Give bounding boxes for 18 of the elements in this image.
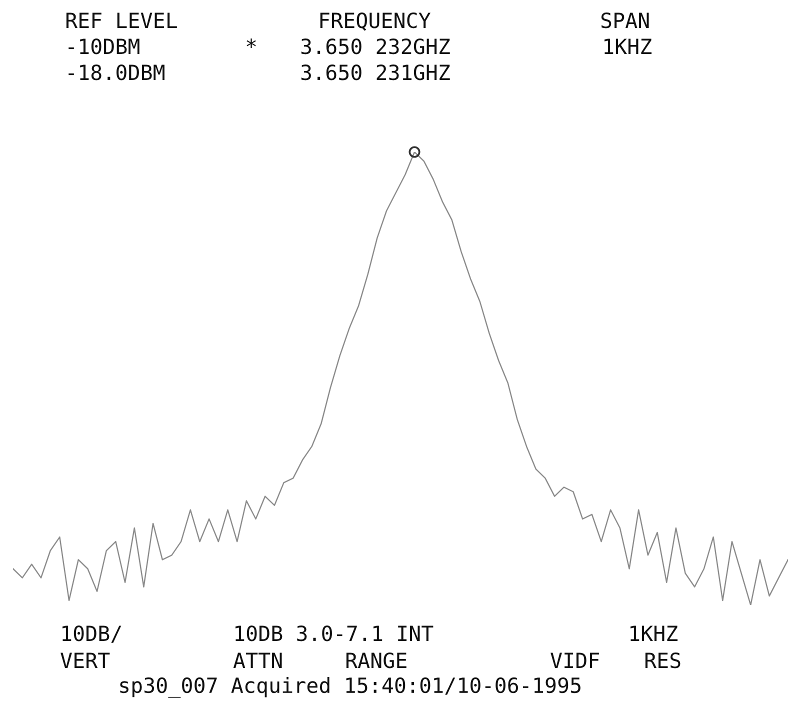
text: -18.0DBM xyxy=(68,64,164,80)
text: 1KHZ xyxy=(630,626,678,641)
text: REF LEVEL xyxy=(66,12,177,28)
text: 3.650 231GHZ xyxy=(301,64,450,80)
text: * xyxy=(246,38,256,48)
text: FREQUENCY xyxy=(320,12,431,31)
text: 3.650 232GHZ xyxy=(301,38,450,54)
text: 10DB/ xyxy=(62,625,122,643)
text: SPAN xyxy=(601,12,649,28)
text: ATTN xyxy=(233,652,282,668)
text: 1KHZ xyxy=(604,38,652,54)
text: -10DBM xyxy=(68,38,140,54)
text: RES xyxy=(645,652,680,668)
text: RANGE xyxy=(346,652,406,668)
text: VERT xyxy=(60,652,110,668)
text: 10DB 3.0-7.1 INT xyxy=(236,625,434,642)
text: sp30_007 Acquired 15:40:01/10-06-1995 xyxy=(120,677,580,698)
text: VIDF xyxy=(550,652,599,668)
